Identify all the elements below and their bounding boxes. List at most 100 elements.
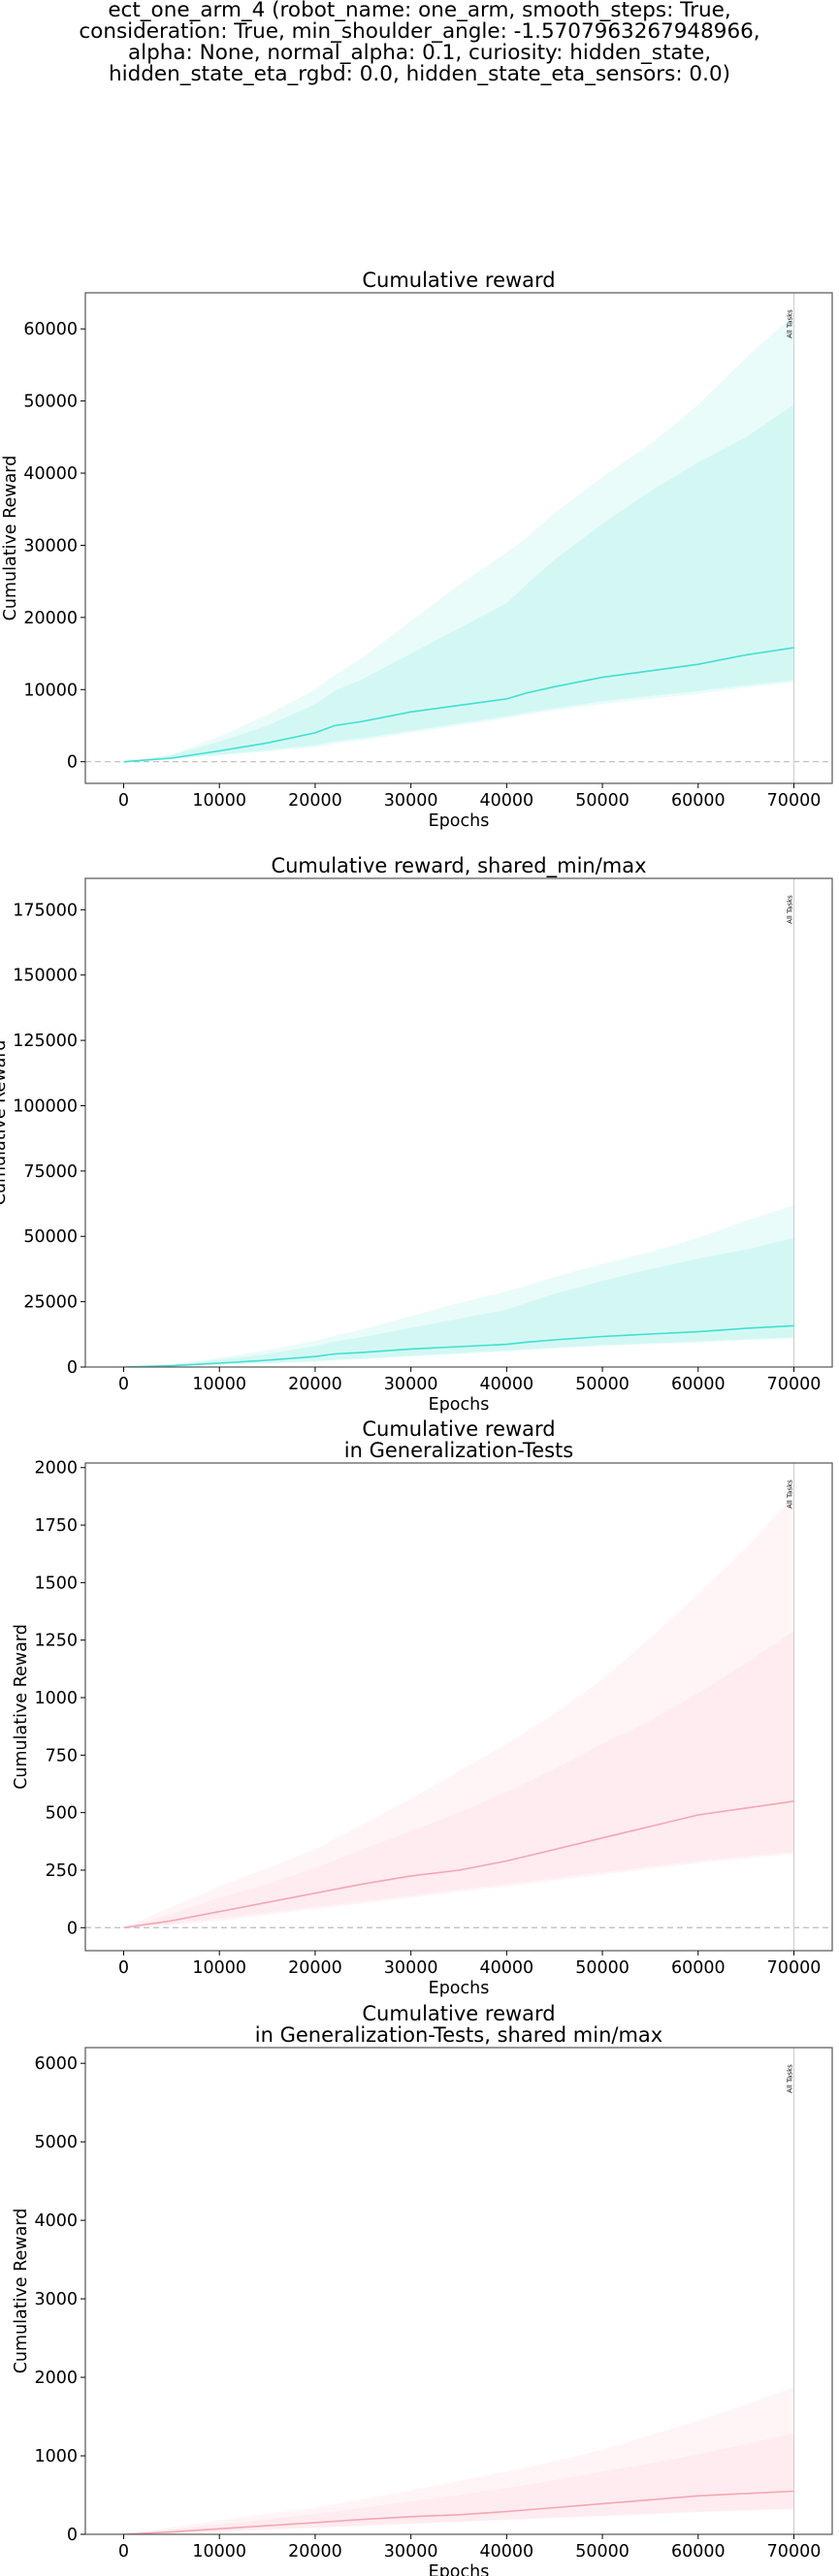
chart-title: Cumulative reward bbox=[362, 2002, 555, 2025]
y-tick-label: 60000 bbox=[23, 320, 78, 339]
y-tick-label: 20000 bbox=[23, 609, 78, 628]
y-tick-label: 750 bbox=[46, 1746, 78, 1765]
y-tick-label: 0 bbox=[67, 753, 78, 773]
figure-title-line: hidden_state_eta_rgbd: 0.0, hidden_state… bbox=[108, 62, 731, 86]
mean-line bbox=[123, 1800, 794, 1929]
x-tick-label: 50000 bbox=[575, 1375, 629, 1394]
y-tick-label: 6000 bbox=[34, 2054, 78, 2074]
y-tick-label: 40000 bbox=[23, 464, 78, 484]
y-tick-label: 500 bbox=[46, 1804, 78, 1824]
y-tick-label: 250 bbox=[46, 1861, 78, 1881]
y-tick-label: 0 bbox=[67, 2526, 78, 2545]
minmax-band bbox=[123, 1204, 794, 1367]
x-tick-label: 20000 bbox=[288, 1958, 342, 1978]
x-tick-label: 70000 bbox=[767, 1958, 822, 1978]
task-marker-label: All Tasks bbox=[787, 2064, 794, 2093]
mean-line bbox=[123, 2490, 794, 2534]
figure-title: ect_one_arm_4 (robot_name: one_arm, smoo… bbox=[0, 0, 839, 85]
y-tick-label: 1500 bbox=[34, 1574, 78, 1593]
x-tick-label: 70000 bbox=[767, 1375, 822, 1394]
x-tick-label: 30000 bbox=[384, 2542, 438, 2561]
plot-area bbox=[123, 878, 795, 1367]
plot-frame bbox=[84, 877, 833, 1368]
x-tick-label: 30000 bbox=[384, 791, 438, 811]
x-tick-label: 0 bbox=[118, 2542, 129, 2561]
minmax-band bbox=[123, 2386, 794, 2534]
plot-area bbox=[85, 293, 832, 783]
x-axis-label: Epochs bbox=[429, 2562, 490, 2576]
y-tick-label: 2000 bbox=[34, 2369, 78, 2388]
x-tick-label: 0 bbox=[118, 1375, 129, 1394]
figure-title-line: alpha: None, normal_alpha: 0.1, curiosit… bbox=[127, 41, 712, 65]
mean-line bbox=[123, 647, 794, 763]
x-tick-label: 20000 bbox=[288, 791, 342, 811]
y-tick-label: 1750 bbox=[34, 1516, 78, 1536]
plot-frame bbox=[84, 2047, 833, 2535]
y-tick-label: 4000 bbox=[34, 2211, 78, 2231]
y-axis-label: Cumulative Reward bbox=[0, 1040, 10, 1206]
std-band bbox=[123, 1631, 794, 1928]
plot-area bbox=[85, 1463, 832, 1951]
task-marker-label: All Tasks bbox=[787, 1479, 794, 1509]
y-tick-label: 5000 bbox=[34, 2133, 78, 2152]
chart-title: Cumulative reward, shared_min/max bbox=[271, 854, 646, 878]
task-marker-label: All Tasks bbox=[787, 895, 794, 924]
x-tick-label: 50000 bbox=[575, 2542, 629, 2561]
y-tick-label: 50000 bbox=[23, 1227, 78, 1247]
x-tick-label: 50000 bbox=[575, 1958, 629, 1978]
y-tick-label: 50000 bbox=[23, 393, 78, 412]
y-tick-label: 125000 bbox=[13, 1032, 78, 1051]
x-axis-label: Epochs bbox=[429, 1395, 490, 1415]
chart-title: in Generalization-Tests bbox=[344, 1439, 573, 1462]
y-tick-label: 25000 bbox=[23, 1293, 78, 1313]
chart-title: Cumulative reward bbox=[362, 1417, 555, 1441]
x-tick-label: 20000 bbox=[288, 1375, 342, 1394]
figure-title-line: consideration: True, min_shoulder_angle:… bbox=[79, 19, 760, 44]
x-tick-label: 30000 bbox=[384, 1375, 438, 1394]
mean-line bbox=[123, 1324, 794, 1367]
x-tick-label: 40000 bbox=[480, 1375, 534, 1394]
y-axis-label: Cumulative Reward bbox=[12, 2209, 31, 2374]
x-tick-label: 0 bbox=[118, 1958, 129, 1978]
std-band bbox=[123, 404, 794, 762]
x-tick-label: 40000 bbox=[480, 791, 534, 811]
x-tick-label: 30000 bbox=[384, 1958, 438, 1978]
x-tick-label: 60000 bbox=[671, 1375, 726, 1394]
y-tick-label: 100000 bbox=[13, 1097, 78, 1116]
y-axis-label: Cumulative Reward bbox=[1, 456, 20, 621]
y-tick-label: 1000 bbox=[34, 2447, 78, 2466]
x-axis-label: Epochs bbox=[429, 811, 490, 831]
x-tick-label: 0 bbox=[118, 791, 129, 811]
y-tick-label: 75000 bbox=[23, 1162, 78, 1182]
y-tick-label: 0 bbox=[67, 1919, 78, 1938]
x-tick-label: 10000 bbox=[192, 2542, 246, 2561]
task-marker-label: All Tasks bbox=[787, 309, 794, 338]
y-tick-label: 175000 bbox=[13, 901, 78, 920]
x-tick-label: 10000 bbox=[192, 1958, 246, 1978]
y-tick-label: 2000 bbox=[34, 1459, 78, 1479]
y-tick-label: 150000 bbox=[13, 967, 78, 986]
x-tick-label: 60000 bbox=[671, 791, 726, 811]
std-band bbox=[123, 2433, 794, 2534]
x-tick-label: 60000 bbox=[671, 2542, 726, 2561]
minmax-band bbox=[123, 1495, 794, 1928]
plot-area bbox=[123, 2048, 795, 2534]
x-tick-label: 40000 bbox=[480, 2542, 534, 2561]
chart-panel: All Tasks 0 10000 20000 30000 40000 50000 60000… bbox=[1, 269, 833, 831]
chart-title: in Generalization-Tests, shared min/max bbox=[255, 2023, 662, 2047]
chart-title: Cumulative reward bbox=[362, 269, 555, 292]
x-tick-label: 70000 bbox=[767, 2542, 822, 2561]
figure-title-line: ect_one_arm_4 (robot_name: one_arm, smoo… bbox=[108, 0, 731, 22]
y-tick-label: 10000 bbox=[23, 681, 78, 700]
y-axis-label: Cumulative Reward bbox=[12, 1624, 31, 1790]
plot-frame bbox=[84, 1462, 833, 1952]
y-tick-label: 30000 bbox=[23, 536, 78, 556]
x-tick-label: 60000 bbox=[671, 1958, 726, 1978]
minmax-band bbox=[123, 314, 794, 762]
x-tick-label: 40000 bbox=[480, 1958, 534, 1978]
y-tick-label: 0 bbox=[67, 1358, 78, 1378]
x-tick-label: 50000 bbox=[575, 791, 629, 811]
